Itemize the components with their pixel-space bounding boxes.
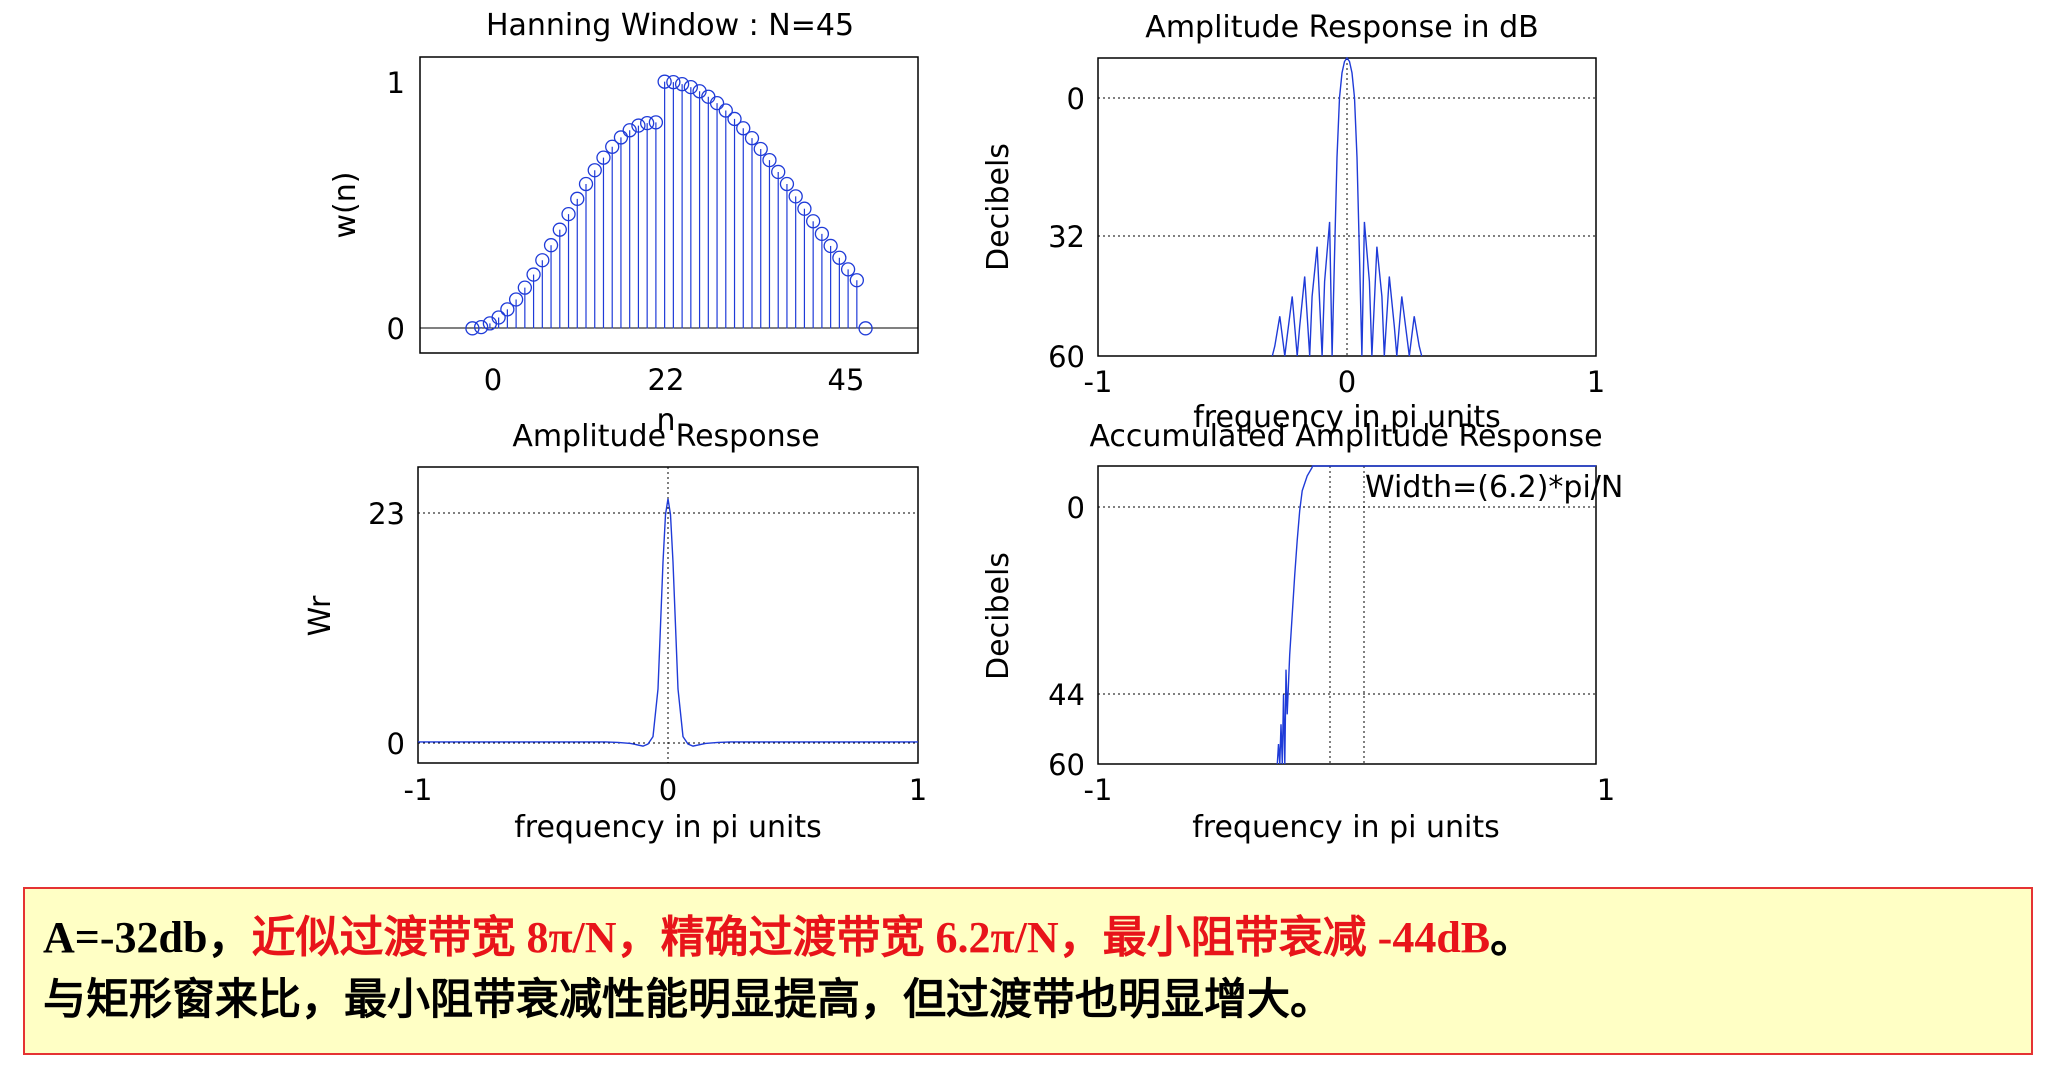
stem-marker [666,75,681,90]
y-tick-label: 1 [387,66,405,100]
y-tick-label: 0 [1067,491,1085,525]
x-tick-label: -1 [1084,365,1113,399]
x-axis-label: n [656,403,675,438]
stem-marker [814,226,830,242]
x-axis-label: frequency in pi units [514,810,822,845]
y-axis-label: w(n) [328,172,363,239]
stem-marker [674,76,690,92]
stem-marker [788,189,803,204]
panel-title: Amplitude Response in dB [1145,10,1538,45]
stem-marker [797,201,812,216]
stem-marker [465,321,480,336]
panel-title: Hanning Window : N=45 [486,8,854,43]
plot-frame [419,56,919,354]
y-tick-label: 44 [1048,678,1085,712]
x-tick-label: 0 [484,363,502,397]
stem-marker [543,238,559,253]
x-tick-label: 1 [909,773,927,807]
y-axis-label: Decibels [981,143,1016,271]
note-line-2: 与矩形窗来比，最小阻带衰减性能明显提高，但过渡带也明显增大。 [43,975,1333,1025]
stem-marker [648,115,664,130]
annotation-label: Width=(6.2)*pi/N [1365,470,1623,505]
stem-marker [578,176,594,192]
stem-marker [840,262,856,277]
stem-marker [570,191,585,206]
attenuation-text: A=-32db， [43,913,252,962]
stem-marker [500,302,515,317]
y-tick-label: 23 [368,497,405,531]
y-tick-label: 0 [1067,82,1085,116]
note-line-1: A=-32db，近似过渡带宽 8π/N，精确过渡带宽 6.2π/N，最小阻带衰减… [43,907,2031,969]
stem-marker [849,273,864,288]
panel-hanning-window: Hanning Window : N=45 0 22 45 0 1 n w(n) [328,8,919,438]
series-line [1271,56,1423,357]
series-line [418,498,918,747]
stem-marker [744,131,760,146]
stem-marker [727,111,742,127]
y-tick-label: 60 [1048,340,1085,374]
panel-accumulated-amplitude-response: Accumulated Amplitude Response Width=(6.… [981,419,1623,845]
stem-marker [622,123,637,138]
stem-marker [561,206,576,222]
stem-marker [736,121,751,136]
panel-title: Amplitude Response [512,419,819,454]
stem-marker [806,214,821,229]
x-tick-label: 0 [659,773,677,807]
summary-note: A=-32db，近似过渡带宽 8π/N，精确过渡带宽 6.2π/N，最小阻带衰减… [23,887,2033,1055]
panel-amplitude-response: Amplitude Response -1 0 1 0 23 frequency… [303,419,927,845]
stem-marker [631,118,646,133]
x-tick-label: 1 [1597,773,1615,807]
panel-amplitude-response-db: Amplitude Response in dB -1 0 1 0 32 60 … [981,10,1605,435]
stem-marker [858,321,873,336]
y-tick-label: 32 [1048,220,1085,254]
stem-marker [587,163,602,178]
stem-marker [613,130,629,145]
y-axis-label: Decibels [981,552,1016,680]
x-tick-label: -1 [404,773,433,807]
figure: Hanning Window : N=45 0 22 45 0 1 n w(n)… [303,8,1623,845]
stem-marker [753,141,768,157]
panel-title: Accumulated Amplitude Response [1089,419,1602,454]
stem-marker [517,280,532,295]
stem-marker [762,152,777,168]
y-tick-label: 0 [387,727,405,761]
plot-frame [1097,57,1597,357]
stem-marker [552,222,567,237]
stem-marker [640,115,655,131]
stem-marker [535,253,550,268]
stem-marker [605,139,620,154]
y-axis-label: Wr [303,595,338,636]
y-tick-label: 0 [387,312,405,346]
x-tick-label: 0 [1338,365,1356,399]
stem-marker [657,74,672,89]
stem-marker [823,238,838,254]
stem-marker [491,310,506,325]
stem-marker [779,176,795,192]
x-tick-label: -1 [1084,773,1113,807]
y-tick-label: 60 [1048,748,1085,782]
min-stopband-attenuation: 最小阻带衰减 -44dB [1102,913,1491,962]
stem-marker [596,150,611,165]
x-axis-label: frequency in pi units [1192,810,1500,845]
stem-marker [683,79,698,95]
stem-marker [718,103,733,118]
x-tick-label: 1 [1587,365,1605,399]
note-period: 。 [1490,913,1535,962]
x-tick-label: 22 [648,363,685,397]
stem-marker [709,95,725,111]
exact-transition-width: 精确过渡带宽 6.2π/N， [660,913,1103,962]
stem-marker [508,292,524,307]
stem-marker [832,250,847,265]
series-line [1276,465,1596,765]
plot-frame [1097,465,1597,765]
x-tick-label: 45 [828,363,865,397]
x-axis-label: frequency in pi units [1193,400,1501,435]
stem-marker [526,267,541,282]
stem-marker [474,319,489,335]
approx-transition-width: 近似过渡带宽 8π/N， [251,913,661,962]
stem-marker [771,164,786,180]
